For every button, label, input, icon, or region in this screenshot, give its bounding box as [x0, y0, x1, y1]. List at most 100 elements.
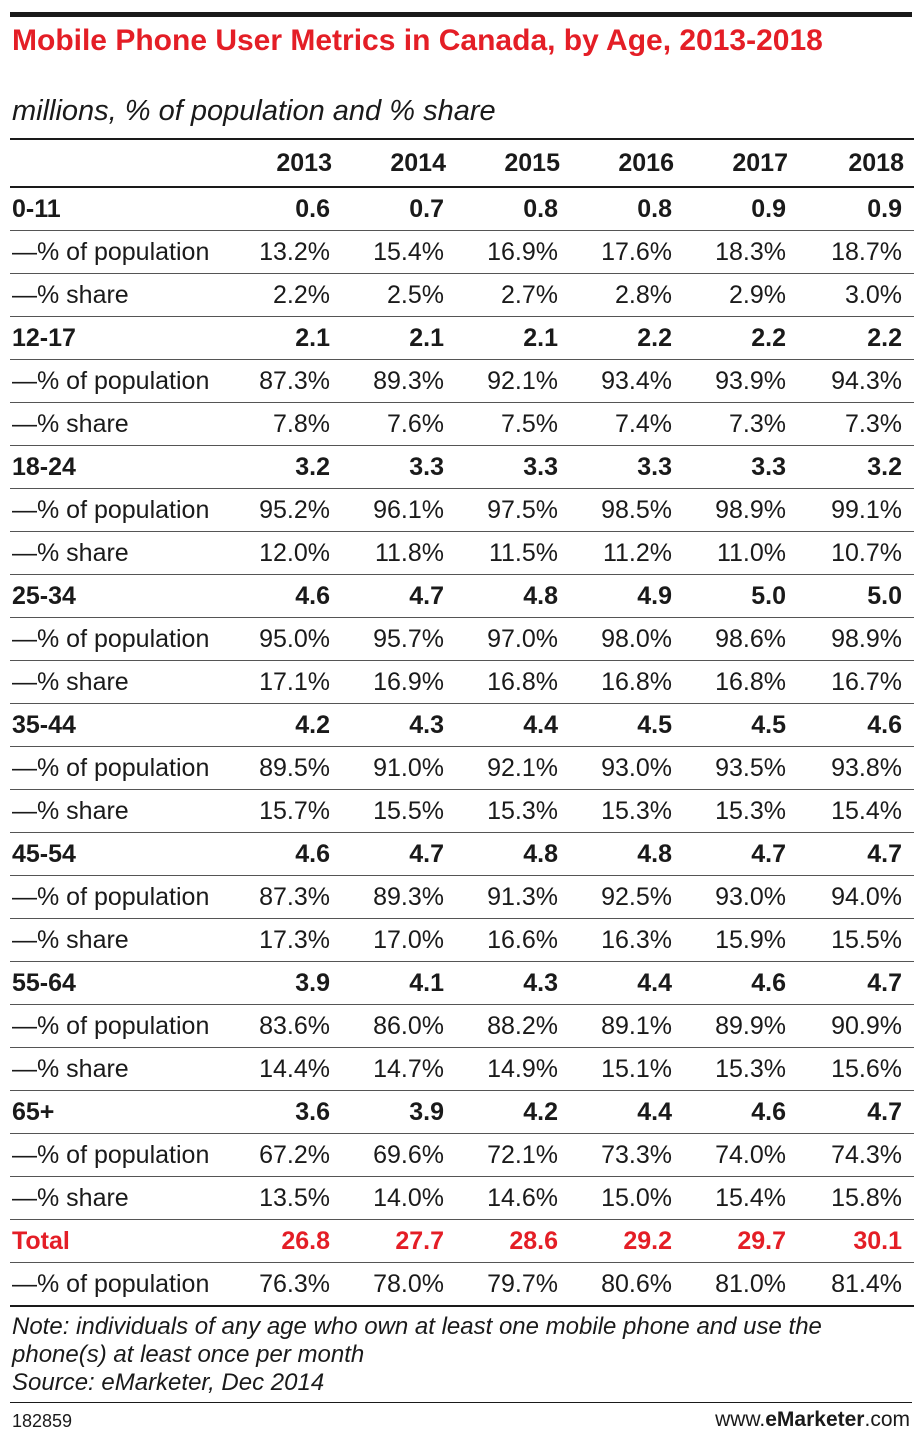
value-cell: 67.2%: [228, 1133, 342, 1177]
value-cell: 15.3%: [456, 789, 570, 833]
row-label: —% of population: [10, 1133, 228, 1177]
year-header-cell: 2017: [684, 138, 798, 188]
value-cell: 2.5%: [342, 273, 456, 317]
value-cell: 2.1: [456, 316, 570, 360]
value-cell: 16.3%: [570, 918, 684, 962]
value-cell: 16.8%: [684, 660, 798, 704]
value-cell: 11.2%: [570, 531, 684, 575]
row-label: 12-17: [10, 316, 228, 360]
value-cell: 4.6: [228, 574, 342, 618]
value-cell: 15.0%: [570, 1176, 684, 1220]
value-cell: 15.9%: [684, 918, 798, 962]
row-label: Total: [10, 1219, 228, 1263]
value-cell: 92.1%: [456, 359, 570, 403]
value-cell: 3.3: [684, 445, 798, 489]
value-cell: 0.9: [798, 187, 914, 231]
value-cell: 10.7%: [798, 531, 914, 575]
value-cell: 3.3: [570, 445, 684, 489]
metric-row: —% of population 13.2% 15.4% 16.9% 17.6% 18.3…: [10, 230, 914, 274]
age-group-row: 25-34 4.6 4.7 4.8 4.9 5.0 5.0: [10, 574, 914, 618]
value-cell: 89.3%: [342, 359, 456, 403]
top-rule: [10, 12, 912, 17]
row-label: —% share: [10, 789, 228, 833]
value-cell: 99.1%: [798, 488, 914, 532]
value-cell: 93.0%: [684, 875, 798, 919]
value-cell: 94.3%: [798, 359, 914, 403]
bottom-rule: [10, 1402, 912, 1403]
value-cell: 15.3%: [684, 1047, 798, 1091]
value-cell: 2.2: [798, 316, 914, 360]
value-cell: 4.7: [342, 574, 456, 618]
value-cell: 89.3%: [342, 875, 456, 919]
value-cell: 4.4: [570, 1090, 684, 1134]
metric-row: —% share 14.4% 14.7% 14.9% 15.1% 15.3% 15.6%: [10, 1047, 914, 1091]
value-cell: 11.8%: [342, 531, 456, 575]
row-label: —% share: [10, 660, 228, 704]
value-cell: 11.0%: [684, 531, 798, 575]
metric-row: —% of population 76.3% 78.0% 79.7% 80.6% 81.0…: [10, 1262, 914, 1307]
value-cell: 81.0%: [684, 1262, 798, 1307]
value-cell: 91.3%: [456, 875, 570, 919]
value-cell: 5.0: [684, 574, 798, 618]
value-cell: 14.7%: [342, 1047, 456, 1091]
metric-row: —% share 13.5% 14.0% 14.6% 15.0% 15.4% 15.8%: [10, 1176, 914, 1220]
value-cell: 73.3%: [570, 1133, 684, 1177]
value-cell: 4.2: [228, 703, 342, 747]
value-cell: 15.3%: [684, 789, 798, 833]
row-label: —% of population: [10, 488, 228, 532]
row-label: —% of population: [10, 230, 228, 274]
row-label: —% share: [10, 918, 228, 962]
metric-row: —% of population 67.2% 69.6% 72.1% 73.3% 74.0…: [10, 1133, 914, 1177]
value-cell: 93.0%: [570, 746, 684, 790]
row-label: 45-54: [10, 832, 228, 876]
value-cell: 4.8: [456, 574, 570, 618]
value-cell: 29.7: [684, 1219, 798, 1263]
row-label: 35-44: [10, 703, 228, 747]
value-cell: 96.1%: [342, 488, 456, 532]
value-cell: 94.0%: [798, 875, 914, 919]
value-cell: 16.9%: [342, 660, 456, 704]
value-cell: 17.1%: [228, 660, 342, 704]
value-cell: 27.7: [342, 1219, 456, 1263]
value-cell: 13.2%: [228, 230, 342, 274]
value-cell: 81.4%: [798, 1262, 914, 1307]
row-label: 18-24: [10, 445, 228, 489]
value-cell: 15.7%: [228, 789, 342, 833]
value-cell: 4.5: [570, 703, 684, 747]
value-cell: 2.9%: [684, 273, 798, 317]
metric-row: —% of population 87.3% 89.3% 91.3% 92.5% 93.0…: [10, 875, 914, 919]
value-cell: 16.8%: [570, 660, 684, 704]
age-group-row: 65+ 3.6 3.9 4.2 4.4 4.6 4.7: [10, 1090, 914, 1134]
value-cell: 91.0%: [342, 746, 456, 790]
value-cell: 4.3: [456, 961, 570, 1005]
value-cell: 4.7: [798, 1090, 914, 1134]
value-cell: 3.3: [456, 445, 570, 489]
value-cell: 98.5%: [570, 488, 684, 532]
year-header-cell: 2015: [456, 138, 570, 188]
data-table: 2013 2014 2015 2016 2017 2018 0-11 0.6 0.7 0.8 0.…: [10, 138, 914, 1307]
value-cell: 4.7: [684, 832, 798, 876]
value-cell: 26.8: [228, 1219, 342, 1263]
value-cell: 2.1: [342, 316, 456, 360]
value-cell: 74.3%: [798, 1133, 914, 1177]
value-cell: 3.9: [342, 1090, 456, 1134]
value-cell: 2.2: [570, 316, 684, 360]
row-label: —% of population: [10, 875, 228, 919]
brand-prefix: www.: [715, 1408, 766, 1431]
row-label: —% of population: [10, 746, 228, 790]
value-cell: 11.5%: [456, 531, 570, 575]
value-cell: 16.8%: [456, 660, 570, 704]
age-group-row: 12-17 2.1 2.1 2.1 2.2 2.2 2.2: [10, 316, 914, 360]
value-cell: 15.6%: [798, 1047, 914, 1091]
value-cell: 7.4%: [570, 402, 684, 446]
row-label: —% share: [10, 531, 228, 575]
value-cell: 4.1: [342, 961, 456, 1005]
age-group-row: 45-54 4.6 4.7 4.8 4.8 4.7 4.7: [10, 832, 914, 876]
value-cell: 89.1%: [570, 1004, 684, 1048]
metric-row: —% of population 83.6% 86.0% 88.2% 89.1% 89.9…: [10, 1004, 914, 1048]
value-cell: 15.5%: [798, 918, 914, 962]
age-group-row: 18-24 3.2 3.3 3.3 3.3 3.3 3.2: [10, 445, 914, 489]
value-cell: 88.2%: [456, 1004, 570, 1048]
value-cell: 7.8%: [228, 402, 342, 446]
year-header-cell: 2016: [570, 138, 684, 188]
